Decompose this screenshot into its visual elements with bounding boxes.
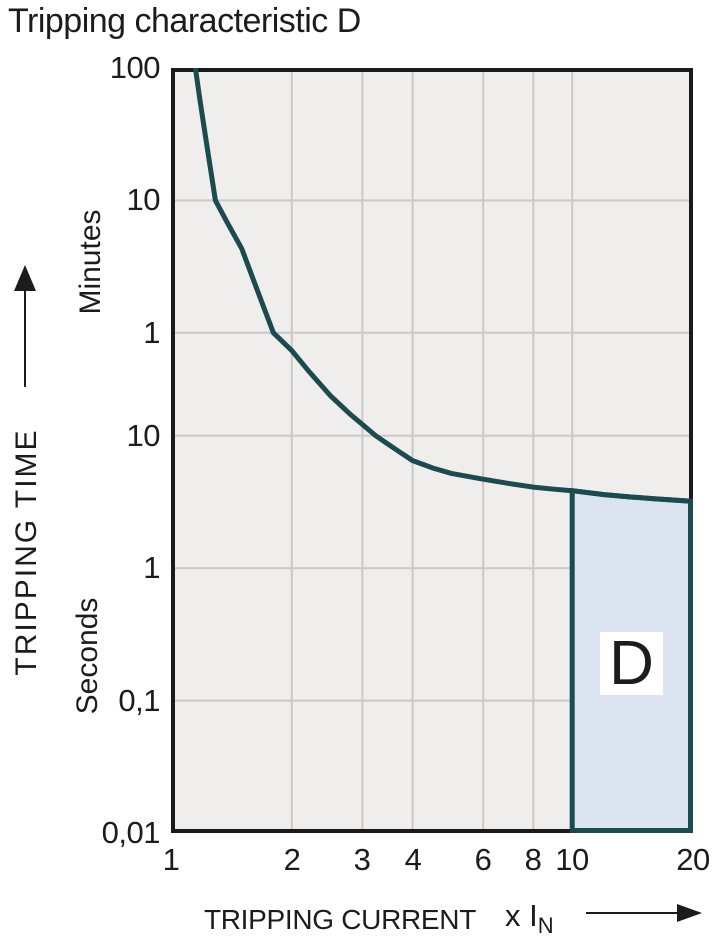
- plot-border: [171, 68, 693, 833]
- x-tick-label: 20: [676, 842, 710, 877]
- x-tick-label: 10: [555, 842, 589, 877]
- y-axis-arrow-icon: [14, 265, 36, 387]
- x-axis-unit: x IN: [505, 898, 554, 937]
- x-tick-label: 3: [353, 842, 371, 877]
- y-tick-label: 0,1: [118, 683, 160, 718]
- chart-plot-area: [171, 68, 693, 833]
- x-tick-label: 6: [474, 842, 492, 877]
- y-tick-label: 100: [109, 50, 161, 85]
- y-tick-label: 1: [143, 315, 160, 350]
- x-axis-title: TRIPPING CURRENT: [203, 904, 477, 935]
- x-axis-unit-subscript: N: [537, 913, 554, 939]
- y-tick-label: 1: [143, 550, 160, 585]
- x-tick-label: 2: [283, 842, 301, 877]
- y-tick-label: 10: [126, 418, 161, 453]
- tripping-curve: [192, 68, 693, 504]
- y-tick-label: 0,01: [101, 815, 161, 850]
- x-tick-label: 1: [162, 842, 180, 877]
- x-tick-label: 8: [524, 842, 542, 877]
- region-label-box: D: [600, 632, 663, 695]
- x-axis-arrow-icon: [586, 904, 702, 922]
- region-label: D: [609, 628, 654, 698]
- x-tick-label: 4: [404, 842, 422, 877]
- x-axis-unit-main: x I: [505, 898, 538, 933]
- chart-title: Tripping characteristic D: [8, 2, 361, 40]
- y-axis-title: TRIPPING TIME: [10, 428, 43, 676]
- y-tick-label: 10: [126, 182, 161, 217]
